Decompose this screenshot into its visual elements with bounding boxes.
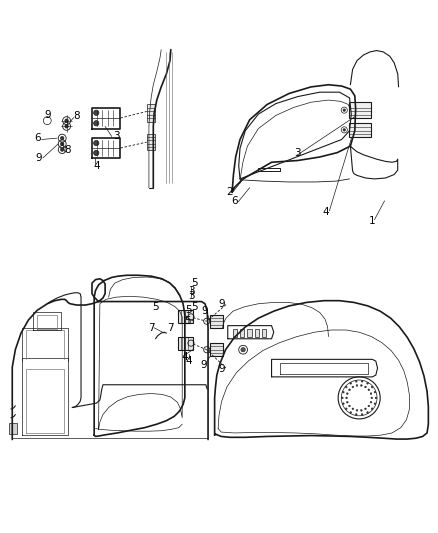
Text: 3: 3	[188, 286, 195, 296]
Bar	[233, 329, 237, 336]
Text: 9: 9	[219, 298, 226, 309]
Circle shape	[65, 125, 68, 128]
Text: 3: 3	[294, 149, 301, 158]
Circle shape	[368, 405, 370, 407]
Circle shape	[343, 109, 346, 111]
Circle shape	[371, 408, 373, 409]
Circle shape	[94, 120, 99, 126]
Circle shape	[355, 381, 357, 382]
Circle shape	[346, 397, 347, 399]
Circle shape	[343, 391, 344, 393]
Circle shape	[361, 414, 363, 415]
Bar	[147, 134, 155, 150]
Circle shape	[350, 383, 352, 384]
Bar	[210, 343, 223, 356]
Circle shape	[361, 381, 363, 382]
Bar	[178, 336, 193, 350]
Circle shape	[349, 405, 350, 407]
Circle shape	[370, 393, 372, 394]
Circle shape	[374, 403, 376, 405]
Circle shape	[349, 389, 350, 391]
Text: 8: 8	[64, 146, 71, 156]
Text: 9: 9	[219, 365, 226, 374]
Text: 5: 5	[152, 302, 159, 312]
Circle shape	[343, 128, 346, 131]
Circle shape	[370, 401, 372, 403]
Circle shape	[374, 391, 376, 393]
Circle shape	[364, 408, 366, 410]
Circle shape	[375, 397, 377, 399]
Circle shape	[371, 397, 373, 399]
Circle shape	[367, 411, 368, 414]
Text: 9: 9	[35, 153, 42, 163]
Circle shape	[94, 141, 99, 146]
Text: 5: 5	[184, 316, 191, 326]
Text: 9: 9	[201, 306, 208, 316]
Text: 5: 5	[191, 302, 198, 312]
Circle shape	[342, 397, 343, 399]
Circle shape	[367, 383, 368, 384]
Circle shape	[352, 408, 354, 410]
Circle shape	[346, 393, 348, 394]
Circle shape	[355, 414, 357, 415]
Text: 7: 7	[166, 323, 173, 333]
Circle shape	[352, 386, 354, 388]
Circle shape	[346, 408, 347, 409]
Circle shape	[60, 136, 64, 140]
Text: 3: 3	[188, 291, 195, 301]
Text: 6: 6	[34, 133, 41, 143]
Text: 7: 7	[148, 323, 155, 333]
Circle shape	[241, 348, 245, 352]
Circle shape	[94, 150, 99, 156]
Bar	[9, 423, 17, 434]
Bar	[262, 329, 266, 336]
Bar	[349, 102, 371, 118]
Text: 9: 9	[44, 109, 51, 119]
Circle shape	[94, 110, 99, 115]
Circle shape	[371, 386, 373, 388]
Text: 4: 4	[322, 207, 329, 217]
Circle shape	[356, 385, 358, 386]
Circle shape	[346, 386, 347, 388]
Circle shape	[368, 389, 370, 391]
Circle shape	[350, 411, 352, 414]
Text: 5: 5	[185, 305, 192, 316]
Text: 9: 9	[200, 360, 207, 370]
Bar	[147, 104, 155, 122]
Text: 6: 6	[231, 196, 238, 206]
Bar	[240, 329, 244, 336]
Circle shape	[360, 385, 362, 386]
Text: 3: 3	[113, 132, 120, 141]
Text: 4: 4	[185, 356, 192, 366]
Text: 1: 1	[369, 215, 376, 225]
Bar	[349, 123, 371, 138]
Circle shape	[346, 401, 348, 403]
Bar	[255, 329, 259, 336]
Circle shape	[60, 142, 64, 146]
Bar	[210, 314, 223, 328]
Text: 4: 4	[93, 161, 100, 171]
Circle shape	[364, 386, 366, 388]
Text: 5: 5	[191, 278, 198, 288]
Circle shape	[65, 119, 68, 123]
Circle shape	[60, 148, 64, 151]
Bar	[247, 329, 252, 336]
Text: 8: 8	[73, 111, 80, 122]
Circle shape	[360, 409, 362, 411]
Text: 2: 2	[226, 187, 233, 197]
Circle shape	[343, 403, 344, 405]
Circle shape	[356, 409, 358, 411]
Text: 4: 4	[181, 352, 188, 362]
Bar	[178, 310, 193, 324]
